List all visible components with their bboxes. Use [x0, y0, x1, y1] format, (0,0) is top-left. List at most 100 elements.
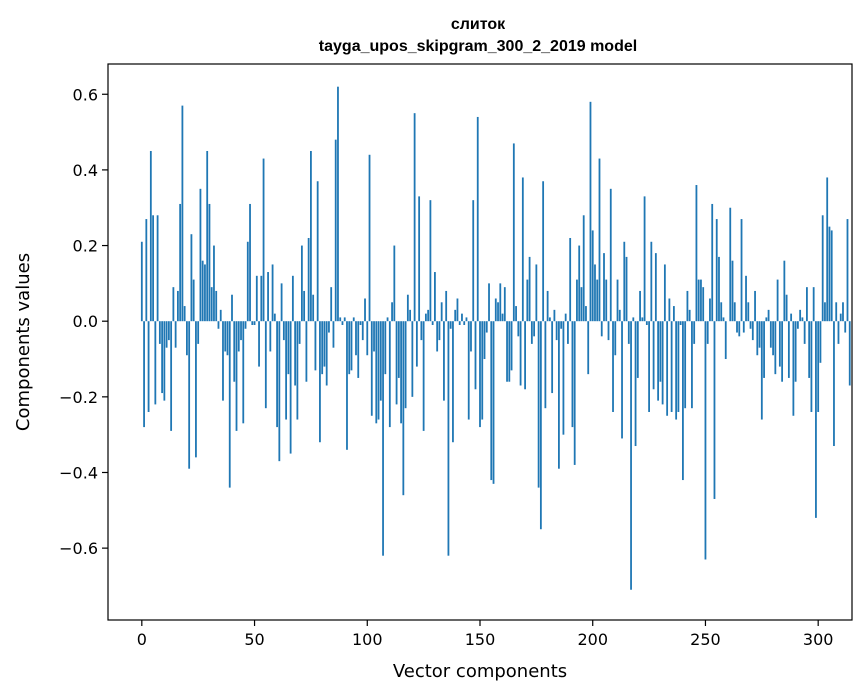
bar-265	[738, 321, 741, 337]
bar-142	[461, 313, 463, 322]
bar-149	[476, 116, 479, 322]
bar-140	[456, 298, 459, 322]
bar-313	[846, 219, 849, 322]
bar-295	[806, 287, 808, 322]
bar-2	[145, 219, 148, 322]
bar-286	[785, 294, 788, 322]
bar-291	[796, 321, 799, 329]
bar-46	[244, 321, 247, 329]
bar-243	[688, 309, 691, 322]
bar-36	[222, 321, 224, 401]
bar-97	[359, 321, 362, 325]
bar-180	[546, 290, 549, 322]
bar-246	[695, 185, 698, 322]
bar-81	[323, 321, 326, 367]
bar-189	[567, 321, 569, 344]
bar-6	[154, 321, 157, 405]
bar-294	[803, 321, 806, 344]
bar-307	[833, 321, 835, 447]
bar-69	[296, 321, 299, 420]
bar-311	[842, 302, 844, 322]
bar-227	[652, 321, 655, 390]
bar-155	[490, 321, 493, 481]
bar-39	[228, 321, 231, 488]
bar-53	[260, 275, 263, 322]
bar-85	[332, 321, 335, 348]
bar-4	[149, 150, 152, 322]
bar-38	[226, 321, 229, 356]
bar-278	[767, 309, 770, 322]
bar-103	[373, 321, 375, 352]
bar-134	[443, 321, 445, 401]
bar-213	[621, 321, 623, 439]
bar-28	[204, 264, 206, 322]
bar-80	[321, 321, 324, 375]
bar-118	[406, 294, 409, 322]
bar-58	[271, 264, 274, 322]
bar-1	[143, 321, 145, 428]
bar-148	[474, 321, 477, 390]
bar-79	[319, 321, 321, 443]
x-axis-ticks: 0 50 100 150 200 250 300	[137, 620, 833, 649]
x-tick-label: 100	[352, 630, 383, 649]
bar-59	[273, 313, 276, 322]
bar-73	[305, 321, 308, 382]
bar-214	[623, 241, 626, 322]
bar-267	[742, 321, 745, 333]
bar-201	[594, 264, 596, 322]
bar-190	[569, 237, 572, 322]
bar-256	[718, 256, 720, 322]
bar-66	[289, 321, 292, 454]
plot-frame	[107, 63, 853, 621]
bar-33	[215, 290, 218, 322]
bar-270	[749, 321, 752, 329]
bar-157	[494, 298, 497, 322]
bar-259	[724, 321, 727, 360]
bar-87	[337, 86, 339, 322]
bar-26	[199, 188, 202, 322]
bar-110	[388, 321, 391, 428]
bar-108	[384, 321, 387, 375]
bar-191	[571, 321, 574, 428]
bar-164	[510, 321, 513, 371]
bar-86	[334, 139, 337, 322]
bar-71	[300, 245, 303, 322]
bar-102	[370, 321, 373, 416]
bar-91	[346, 321, 348, 450]
bar-188	[564, 313, 567, 322]
bar-225	[648, 321, 650, 412]
bar-72	[303, 290, 306, 322]
bar-153	[485, 321, 488, 333]
bar-282	[776, 279, 779, 322]
bar-43	[237, 321, 240, 352]
bar-31	[210, 287, 213, 322]
bar-166	[515, 306, 517, 322]
bar-121	[413, 113, 416, 322]
bar-21	[188, 321, 191, 469]
bar-293	[801, 317, 804, 322]
bar-52	[258, 321, 260, 367]
bar-236	[672, 306, 675, 322]
bar-8	[158, 321, 161, 344]
bar-218	[632, 317, 635, 322]
bar-279	[769, 321, 772, 348]
bar-15	[174, 321, 177, 348]
chart-title: слиток	[451, 16, 506, 33]
bar-161	[503, 287, 506, 322]
bar-154	[488, 283, 490, 322]
bar-252	[709, 298, 711, 322]
bar-119	[409, 309, 412, 322]
bar-299	[815, 321, 817, 518]
bar-75	[310, 150, 312, 322]
bar-261	[729, 207, 732, 322]
bar-151	[481, 321, 484, 420]
bar-30	[208, 203, 211, 322]
bar-62	[280, 283, 283, 322]
bar-208	[609, 188, 612, 322]
bar-116	[402, 321, 405, 496]
bar-124	[420, 321, 423, 341]
bar-54	[262, 158, 265, 322]
bar-193	[576, 279, 578, 322]
bar-202	[596, 279, 599, 322]
